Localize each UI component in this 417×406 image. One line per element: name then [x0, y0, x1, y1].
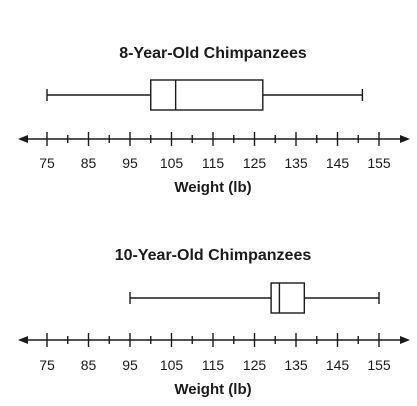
- axis-arrow-left: [18, 135, 28, 143]
- axis-arrow-right: [400, 135, 410, 143]
- axis-arrow-left: [18, 336, 28, 344]
- tick-label: 115: [202, 357, 225, 373]
- tick-label: 155: [367, 357, 391, 373]
- tick-label: 75: [39, 155, 55, 171]
- axis-arrow-right: [400, 336, 410, 344]
- tick-label: 95: [122, 155, 138, 171]
- x-axis-label: Weight (lb): [174, 179, 251, 196]
- tick-label: 85: [81, 155, 97, 171]
- box-plot-8-year-old: 8-Year-Old Chimpanzees Weight (lb) 75 85 9…: [18, 45, 410, 196]
- tick-label: 135: [284, 155, 308, 171]
- tick-label: 125: [243, 155, 267, 171]
- tick-label: 95: [122, 357, 138, 373]
- tick-label: 135: [284, 357, 308, 373]
- box-plot-10-year-old: 10-Year-Old Chimpanzees Weight (lb) 75 85…: [18, 247, 410, 398]
- tick-label: 115: [202, 155, 225, 171]
- tick-label: 155: [367, 155, 391, 171]
- tick-label: 75: [39, 357, 55, 373]
- tick-label: 105: [160, 357, 184, 373]
- chart-title: 8-Year-Old Chimpanzees: [119, 45, 307, 62]
- chart-title: 10-Year-Old Chimpanzees: [115, 247, 312, 264]
- tick-label: 85: [81, 357, 97, 373]
- tick-label: 125: [243, 357, 267, 373]
- tick-label: 145: [326, 155, 350, 171]
- iqr-box: [150, 79, 264, 111]
- tick-label: 145: [326, 357, 350, 373]
- iqr-box: [270, 282, 306, 314]
- tick-label: 105: [160, 155, 184, 171]
- x-axis-label: Weight (lb): [174, 381, 251, 398]
